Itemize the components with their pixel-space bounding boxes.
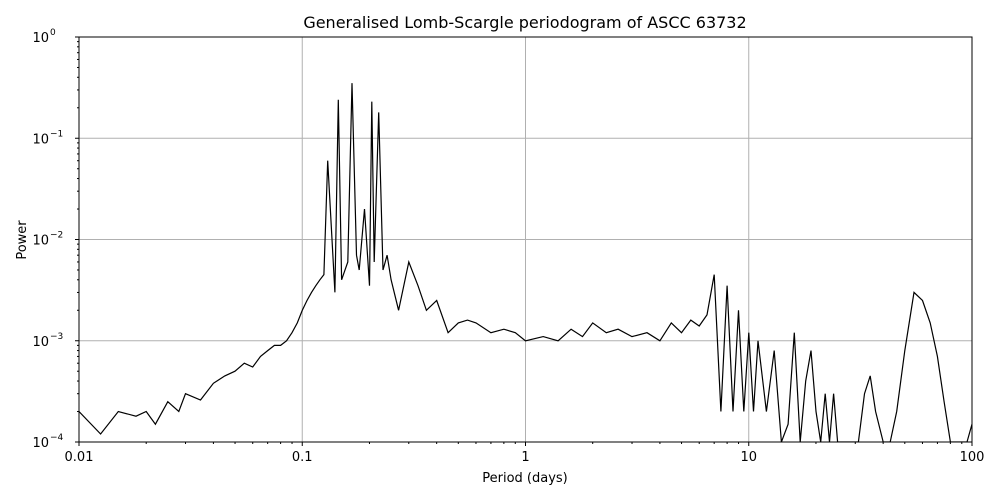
y-tick-exponent: −4 — [50, 433, 64, 443]
y-axis-title: Power — [15, 220, 30, 260]
y-tick-base: 10 — [32, 132, 49, 147]
x-tick-label: 10 — [740, 450, 757, 465]
x-tick-label: 100 — [960, 450, 985, 465]
x-axis: 0.01 0.1 1 10 100 — [65, 442, 985, 465]
x-axis-title: Period (days) — [482, 471, 568, 486]
y-tick-base: 10 — [32, 234, 49, 249]
y-tick-base: 10 — [32, 31, 49, 46]
y-tick-label: 10 — [32, 132, 49, 147]
y-tick-exponent: −1 — [50, 129, 63, 139]
y-tick-label: 10 — [32, 436, 49, 451]
y-tick-exponent: 0 — [50, 28, 56, 38]
y-tick-base: 10 — [32, 436, 49, 451]
y-tick-label: 10 — [32, 335, 49, 350]
plot-area — [79, 83, 972, 442]
y-tick-label: 10 — [32, 234, 49, 249]
x-tick-label: 1 — [521, 450, 529, 465]
x-tick-label: 0.1 — [292, 450, 313, 465]
y-tick-base: 10 — [32, 335, 49, 350]
periodogram-line — [79, 83, 972, 442]
y-tick-exponent: −2 — [50, 231, 63, 241]
chart-title: Generalised Lomb-Scargle periodogram of … — [303, 13, 746, 32]
y-tick-label: 10 — [32, 31, 49, 46]
x-tick-label: 0.01 — [65, 450, 94, 465]
y-tick-exponent: −3 — [50, 332, 63, 342]
